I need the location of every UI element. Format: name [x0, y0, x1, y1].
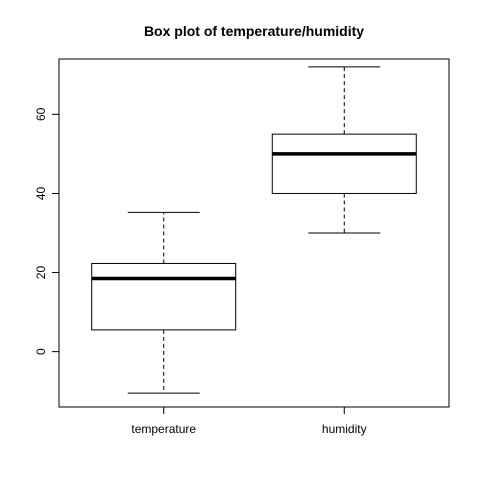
- x-tick-label: humidity: [322, 422, 367, 436]
- chart-title: Box plot of temperature/humidity: [144, 23, 364, 39]
- box-humidity: [271, 66, 417, 234]
- y-axis: 0 20 40 60: [34, 107, 60, 355]
- y-tick-label: 20: [34, 266, 48, 280]
- plot-frame: [58, 58, 450, 408]
- y-tick-label: 60: [34, 107, 48, 121]
- x-tick-label: temperature: [131, 422, 196, 436]
- iqr-box: [271, 133, 417, 194]
- x-axis: temperature humidity: [131, 406, 367, 436]
- box-temperature: [91, 211, 237, 394]
- iqr-box: [91, 262, 237, 331]
- boxes-group: [91, 66, 417, 394]
- y-tick-label: 40: [34, 186, 48, 200]
- y-tick-label: 0: [34, 348, 48, 355]
